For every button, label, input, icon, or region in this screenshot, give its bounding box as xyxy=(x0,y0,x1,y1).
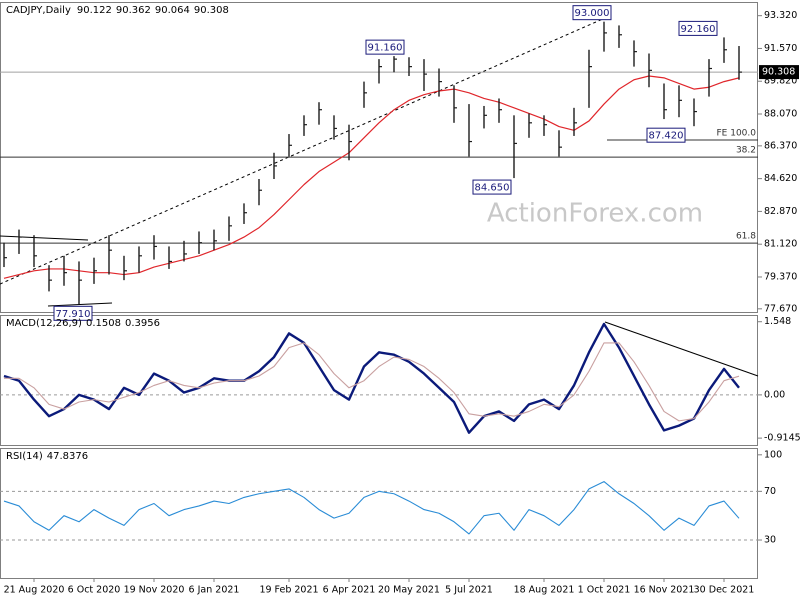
annotation-label: 84.650 xyxy=(475,183,510,194)
annotation-label: 87.420 xyxy=(649,131,684,142)
low: 90.064 xyxy=(155,5,190,16)
annotation-box xyxy=(572,5,612,21)
y-tick-label: 70 xyxy=(764,486,776,497)
annotation-label: 91.160 xyxy=(368,43,403,54)
y-tick-label: 86.370 xyxy=(764,140,797,151)
annotation-box xyxy=(53,305,93,321)
annotation-box xyxy=(365,39,405,55)
rsi-header: RSI(14) 47.8376 xyxy=(6,451,88,462)
price-header: CADJPY,Daily 90.122 90.362 90.064 90.308 xyxy=(6,5,229,16)
open: 90.122 xyxy=(77,5,112,16)
x-tick-label: 1 Oct 2021 xyxy=(578,585,631,596)
y-tick-label: 88.070 xyxy=(764,109,797,120)
trend-line xyxy=(47,302,113,307)
annotation-label: 92.160 xyxy=(681,24,716,35)
trend-line xyxy=(604,321,759,377)
macd-panel xyxy=(0,315,758,446)
x-tick-label: 19 Feb 2021 xyxy=(259,585,318,596)
trend-line xyxy=(0,17,606,285)
rsi-panel xyxy=(0,448,758,579)
x-tick-label: 20 May 2021 xyxy=(378,585,440,596)
y-tick-label: 0.00 xyxy=(764,389,785,400)
x-tick-label: 5 Jul 2021 xyxy=(445,585,493,596)
x-tick-label: 16 Nov 2021 xyxy=(634,585,695,596)
y-tick-label: 91.570 xyxy=(764,43,797,54)
x-tick-label: 6 Oct 2020 xyxy=(68,585,121,596)
y-tick-label: 93.320 xyxy=(764,10,797,21)
x-tick-label: 18 Aug 2021 xyxy=(514,585,575,596)
plot-layer: 93.320 91.570 89.820 88.070 86.370 84.620 82.8… xyxy=(0,5,800,596)
rsi-reading: 47.8376 xyxy=(47,451,88,462)
y-tick-label: 82.870 xyxy=(764,206,797,217)
fib-label: 38.2 xyxy=(736,146,756,156)
last-price-label: 90.308 xyxy=(762,67,795,78)
indicator-line xyxy=(4,342,740,422)
annotation-label: 77.910 xyxy=(56,309,91,320)
high: 90.362 xyxy=(116,5,151,16)
annotation-box xyxy=(678,20,718,36)
fib-label: FE 100.0 xyxy=(717,129,757,139)
y-tick-label: 79.370 xyxy=(764,271,797,282)
close: 90.308 xyxy=(194,5,229,16)
x-tick-label: 30 Dec 2021 xyxy=(694,585,755,596)
fib-label: 61.8 xyxy=(736,232,756,242)
macd-reading: 0.1508 xyxy=(86,318,121,329)
watermark: ActionForex.com xyxy=(487,199,703,229)
y-tick-label: 77.670 xyxy=(764,303,797,314)
x-tick-label: 21 Aug 2020 xyxy=(4,585,65,596)
x-tick-label: 6 Apr 2021 xyxy=(323,585,376,596)
indicator-line xyxy=(3,481,740,535)
y-tick-label: 81.120 xyxy=(764,239,797,250)
y-tick-label: 89.820 xyxy=(764,76,797,87)
y-tick-label: 100 xyxy=(764,449,782,460)
y-tick-label: 84.620 xyxy=(764,173,797,184)
macd-header: MACD(12,26,9) 0.1508 0.3956 xyxy=(6,318,160,329)
rsi-title: RSI(14) xyxy=(6,451,43,462)
last-price-box xyxy=(759,65,799,80)
symbol: CADJPY,Daily xyxy=(6,5,71,16)
y-tick-label: 1.548 xyxy=(764,316,791,327)
moving-average xyxy=(3,75,740,279)
trend-line xyxy=(0,235,89,241)
x-tick-label: 19 Nov 2020 xyxy=(124,585,185,596)
x-tick-label: 6 Jan 2021 xyxy=(189,585,240,596)
macd-title: MACD(12,26,9) xyxy=(6,318,82,329)
annotation-box xyxy=(472,179,512,195)
signal-reading: 0.3956 xyxy=(125,318,160,329)
indicator-line xyxy=(3,322,740,434)
annotation-label: 93.000 xyxy=(575,8,610,19)
annotation-box xyxy=(646,127,686,143)
y-tick-label: -0.9145 xyxy=(764,433,800,444)
y-tick-label: 30 xyxy=(764,535,776,546)
